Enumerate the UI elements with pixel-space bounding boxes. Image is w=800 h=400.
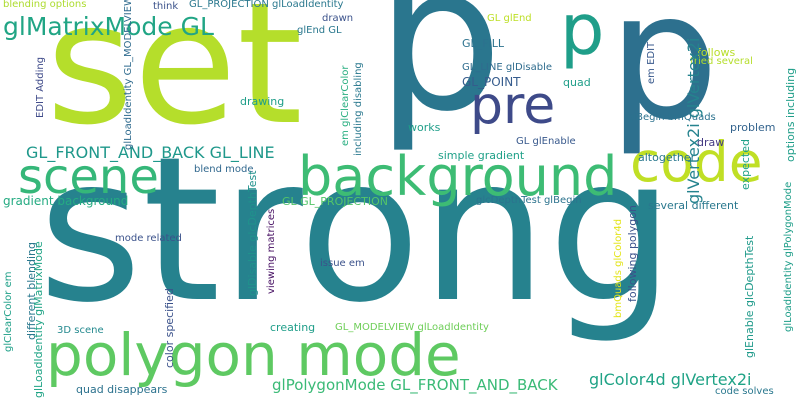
word-altogether: altogether — [638, 151, 696, 164]
word-glcDepthTest-glBegin: glcDepthTest glBegin — [476, 195, 582, 206]
word-GL-GL_PROJECTION: GL GL_PROJECTION — [282, 195, 388, 208]
word-glDisable-glcDepthTest: glDisable glcDepthTest — [246, 170, 259, 296]
word-drawing: drawing — [240, 95, 285, 108]
word-glEnd-GL: glEnd GL — [297, 25, 342, 36]
word-problem: problem — [730, 121, 776, 134]
word-bmQuads-glColor4d: bmQuads glColor4d — [613, 218, 624, 318]
word-glBegin-bmQuads: glBegin bmQuads — [627, 112, 716, 123]
word-strong: strong — [38, 114, 675, 347]
word-set: set — [46, 0, 303, 162]
word-simple-gradient: simple gradient — [438, 149, 525, 162]
word-drawn: drawn — [322, 13, 354, 24]
word-GL-glEnd: GL glEnd — [487, 13, 532, 24]
word-GL_LINE-glDisable: GL_LINE glDisable — [462, 62, 553, 73]
word-code-solves: code solves — [715, 386, 774, 397]
word-code: code — [630, 130, 763, 194]
word-mode-related: mode related — [115, 233, 182, 244]
word-blending-options: blending options — [3, 0, 87, 10]
word-GL_FRONT_AND_BACK-GL_LINE: GL_FRONT_AND_BACK GL_LINE — [26, 143, 275, 162]
word-glEnable-glcDepthTest: glEnable glcDepthTest — [743, 235, 756, 358]
word-p-3: p — [560, 0, 605, 71]
word-issue-em: issue em — [320, 258, 365, 269]
word-following-polygon: following polygon — [626, 205, 639, 302]
word-glLoadIdentity-glPolygonMode: glLoadIdentity glPolygonMode — [783, 181, 794, 332]
word-expected: expected — [739, 139, 752, 190]
word-glMatrixMode-GL: glMatrixMode GL — [3, 12, 214, 41]
word-glClearColor-em: glClearColor em — [3, 271, 14, 352]
word-viewing-matrices: viewing matrices — [266, 208, 277, 294]
word-creating: creating — [270, 321, 316, 334]
word-GL_MODELVIEW-glLoadIdentity: GL_MODELVIEW glLoadIdentity — [335, 322, 489, 333]
word-GL_PROJECTION-glLoadIdentity: GL_PROJECTION glLoadIdentity — [189, 0, 344, 10]
word-quad: quad — [563, 76, 591, 89]
word-pre: pre — [470, 76, 556, 136]
word-p-1: p — [376, 0, 503, 156]
word-EDIT-Adding: EDIT Adding — [35, 56, 46, 118]
word-gradient-background: gradient background — [3, 194, 129, 208]
word-works: works — [408, 121, 441, 134]
word-GL_FILL: GL_FILL — [462, 37, 504, 50]
word-glLoadIdentity-glMatrixMode: glLoadIdentity glMatrixMode — [32, 241, 45, 398]
word-options-including: options including — [784, 67, 797, 162]
word-color-specified: color specified — [163, 288, 176, 368]
word-polygon-mode: polygon mode — [46, 321, 461, 389]
word-including-disabling: including disabling — [353, 62, 364, 156]
word-GL-glEnable: GL glEnable — [516, 136, 576, 147]
word-glPolygonMode-GL_FRONT_AND_BACK: glPolygonMode GL_FRONT_AND_BACK — [272, 376, 558, 394]
word-3D-scene: 3D scene — [57, 325, 104, 336]
word-glVertex2i-glVertex2i: glVertex2i glVertex2i — [684, 37, 703, 204]
word-tried-several: tried several — [690, 56, 753, 67]
word-several-different: several different — [648, 199, 739, 212]
word-GL_POINT: GL_POINT — [462, 75, 521, 89]
word-glLoadIdentity-GL_MODELVIEW: glLoadIdentity GL_MODELVIEW — [123, 0, 134, 150]
word-quad-disappears: quad disappears — [76, 383, 168, 396]
word-follows: follows — [697, 46, 736, 59]
word-p-2: p — [608, 0, 720, 159]
word-scene: scene — [18, 149, 159, 205]
word-em-glClearColor: em glClearColor — [340, 65, 351, 146]
word-blend-mode: blend mode — [194, 164, 254, 175]
word-think: think — [153, 1, 179, 12]
word-glColor4d-glVertex2i: glColor4d glVertex2i — [589, 370, 752, 389]
word-draw: draw — [697, 136, 725, 149]
word-background: background — [298, 145, 618, 208]
word-em-EDIT: em EDIT — [646, 41, 657, 84]
